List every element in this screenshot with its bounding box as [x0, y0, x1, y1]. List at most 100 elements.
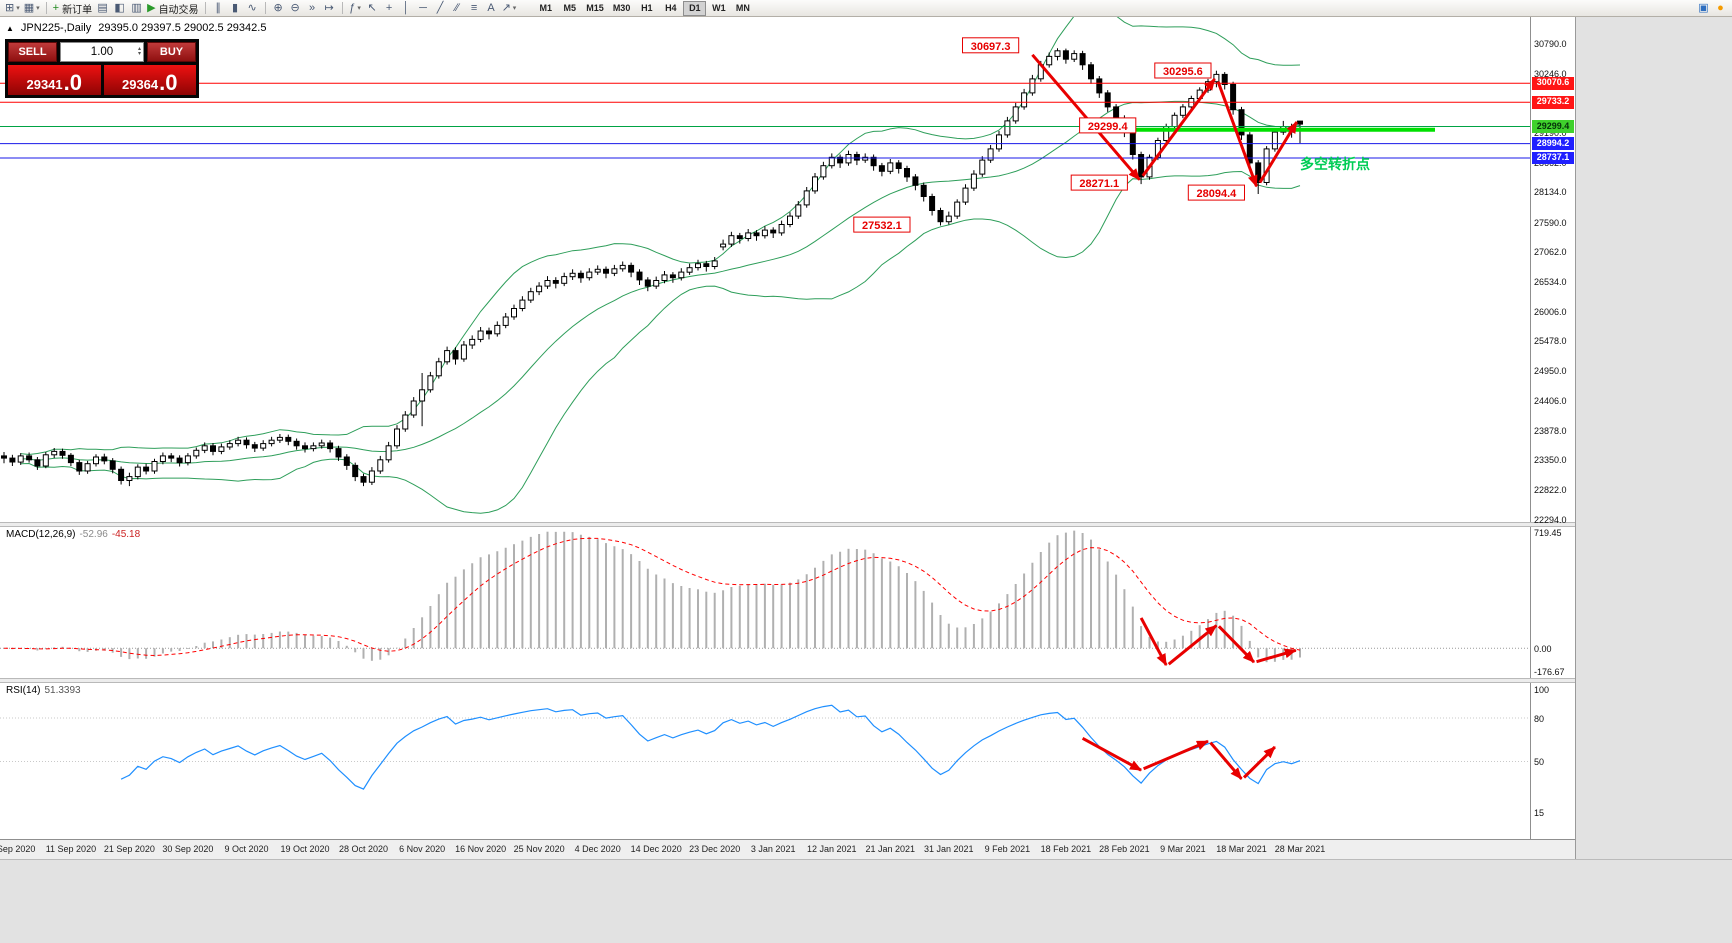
volume-stepper[interactable]: ▴ ▾: [138, 43, 141, 61]
time-axis[interactable]: 2 Sep 2020 11 Sep 2020 21 Sep 2020 30 Sep 2…: [0, 839, 1575, 859]
line-chart-button[interactable]: ∿: [244, 1, 261, 16]
candles: [1, 48, 1303, 487]
horizontal-line-icon: ─: [419, 1, 427, 14]
price-tick: 30246.0: [1534, 69, 1567, 79]
auto-scroll-button[interactable]: »: [304, 1, 321, 16]
date-label: 28 Oct 2020: [338, 844, 389, 854]
date-label: 28 Feb 2021: [1099, 844, 1150, 854]
date-label: 11 Sep 2020: [45, 844, 97, 854]
date-label: 9 Feb 2021: [984, 844, 1031, 854]
buy-price-frac: .0: [159, 70, 178, 96]
pane-separator[interactable]: [0, 522, 1575, 527]
zoom-in-icon: ⊕: [273, 1, 283, 14]
crosshair-button[interactable]: +: [381, 1, 398, 16]
macd-pane[interactable]: 719.45 0.00 -176.67 MACD(12,26,9) -52.96 -45…: [0, 527, 1575, 678]
buy-button[interactable]: BUY: [147, 42, 196, 62]
sell-button[interactable]: SELL: [8, 42, 57, 62]
main-chart-pane[interactable]: 30697.3 30295.6 29299.4 28271.1 28094.4 27532…: [0, 17, 1575, 525]
rsi-canvas[interactable]: [0, 683, 1530, 839]
chevron-down-icon: ▾: [36, 5, 40, 12]
cursor-icon: ↖: [367, 1, 377, 14]
volume-down-icon[interactable]: ▾: [137, 51, 141, 57]
macd-canvas[interactable]: [0, 527, 1530, 678]
text-label-button[interactable]: A: [483, 1, 500, 16]
macd-label: MACD(12,26,9) -52.96 -45.18: [6, 529, 140, 540]
svg-text:28271.1: 28271.1: [1079, 178, 1119, 190]
date-label: 9 Mar 2021: [1160, 844, 1206, 854]
horizontal-line-button[interactable]: ─: [415, 1, 432, 16]
zoom-in-button[interactable]: ⊕: [270, 1, 287, 16]
sell-price-main: 29341: [26, 76, 63, 92]
date-label: 21 Jan 2021: [865, 844, 916, 854]
svg-text:30295.6: 30295.6: [1163, 66, 1203, 78]
bar-chart-button[interactable]: ∥: [210, 1, 227, 16]
indicators-button[interactable]: ƒ ▾: [347, 1, 364, 16]
date-label: 12 Jan 2021: [807, 844, 857, 854]
rsi-tick: 15: [1534, 807, 1545, 818]
arrows-button[interactable]: ↗ ▾: [500, 1, 519, 16]
pane-separator[interactable]: [0, 678, 1575, 683]
trendline-button[interactable]: ╱: [432, 1, 449, 16]
price-tick: 29190.0: [1534, 128, 1567, 139]
candlestick-chart-button[interactable]: ▮: [227, 1, 244, 16]
volume-field[interactable]: 1.00 ▴ ▾: [60, 42, 144, 62]
rsi-tick: 100: [1534, 684, 1550, 695]
mql5-button[interactable]: ●: [1712, 1, 1729, 16]
date-label: 30 Sep 2020: [162, 844, 214, 854]
new-order-button[interactable]: + 新订单: [51, 1, 94, 16]
community-button[interactable]: ▣: [1695, 1, 1712, 16]
new-chart-button[interactable]: ⊞ ▾: [3, 1, 22, 16]
chevron-down-icon: ▾: [357, 5, 361, 12]
chart-title: ▲ JPN225-,Daily 29395.0 29397.5 29002.5 …: [6, 22, 266, 34]
timeframe-m30[interactable]: M30: [609, 1, 635, 16]
price-tick: 26534.0: [1534, 276, 1567, 287]
vertical-line-icon: │: [402, 1, 410, 14]
timeframe-m1[interactable]: M1: [534, 1, 557, 16]
chart-shift-button[interactable]: ↦: [321, 1, 338, 16]
price-chart-canvas[interactable]: 30697.3 30295.6 29299.4 28271.1 28094.4 27532…: [0, 17, 1530, 522]
line-chart-icon: ∿: [247, 1, 257, 14]
svg-text:30697.3: 30697.3: [971, 41, 1011, 53]
zoom-out-button[interactable]: ⊖: [287, 1, 304, 16]
date-label: 19 Oct 2020: [280, 844, 330, 854]
price-tick: 25478.0: [1534, 336, 1567, 347]
market-watch-button[interactable]: ▤: [94, 1, 111, 16]
cursor-button[interactable]: ↖: [364, 1, 381, 16]
timeframe-d1[interactable]: D1: [683, 0, 707, 16]
profiles-button[interactable]: ▦ ▾: [22, 1, 42, 16]
market-watch-icon: ▤: [97, 1, 108, 14]
rsi-pane[interactable]: 100 80 50 15 RSI(14) 51.3393: [0, 683, 1575, 839]
timeframe-mn[interactable]: MN: [731, 1, 754, 16]
sell-price[interactable]: 29341.0: [8, 65, 101, 95]
timeframe-m5[interactable]: M5: [558, 1, 581, 16]
timeframe-w1[interactable]: W1: [707, 1, 730, 16]
price-tick: 22822.0: [1534, 484, 1567, 495]
timeframe-h4[interactable]: H4: [659, 1, 682, 16]
rsi-axis[interactable]: 100 80 50 15: [1530, 683, 1575, 839]
price-tick: 27062.0: [1534, 247, 1567, 258]
crosshair-icon: +: [385, 1, 393, 14]
price-tick: 24406.0: [1534, 396, 1567, 407]
volume-up-icon[interactable]: ▴: [137, 45, 141, 52]
navigator-button[interactable]: ▥: [128, 1, 145, 16]
bar-chart-icon: ∥: [215, 1, 221, 14]
price-axis[interactable]: 30790.030246.029718.029190.028662.028134…: [1530, 17, 1575, 525]
fibonacci-button[interactable]: ≡: [466, 1, 483, 16]
auto-scroll-icon: »: [309, 1, 316, 14]
data-window-button[interactable]: ◧: [111, 1, 128, 16]
date-label: 4 Dec 2020: [574, 844, 621, 854]
one-click-panel-toggle[interactable]: ▲: [6, 23, 14, 33]
buy-price[interactable]: 29364.0: [103, 65, 196, 96]
macd-axis[interactable]: 719.45 0.00 -176.67: [1530, 527, 1575, 678]
date-label: 25 Nov 2020: [513, 844, 565, 854]
autotrading-button[interactable]: ▶ 自动交易: [145, 1, 200, 16]
date-label: 2 Sep 2020: [0, 844, 36, 854]
trend-arrows: [1031, 53, 1298, 188]
timeframe-h1[interactable]: H1: [635, 1, 658, 16]
channel-button[interactable]: ∕∕: [449, 1, 466, 16]
timeframe-m15[interactable]: M15: [582, 1, 608, 16]
arrows-icon: ↗: [501, 1, 511, 14]
vertical-line-button[interactable]: │: [398, 1, 415, 16]
macd-name: MACD(12,26,9): [6, 529, 76, 540]
